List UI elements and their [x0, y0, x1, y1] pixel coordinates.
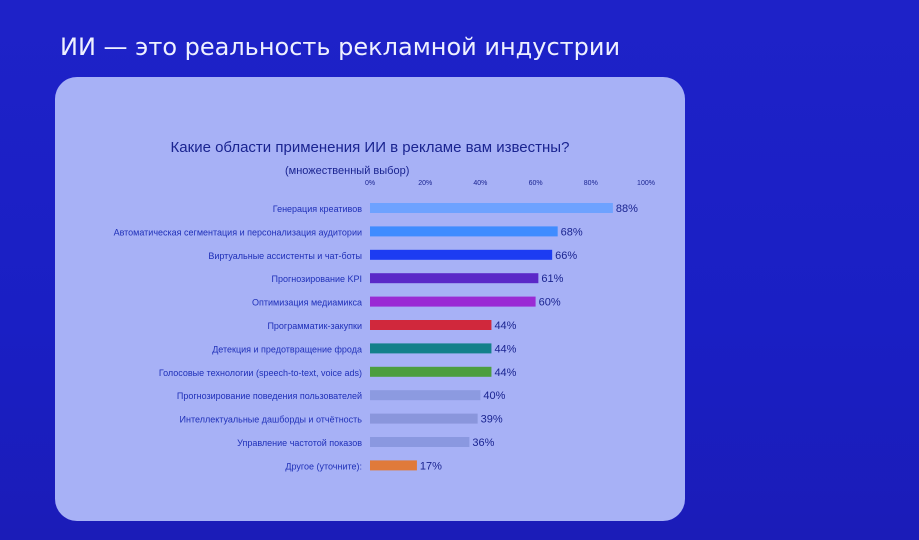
tick-label: 20%: [418, 180, 432, 187]
category-label: Другое (уточните):: [285, 461, 362, 471]
category-label: Интеллектуальные дашборды и отчётность: [180, 415, 363, 425]
data-label: 40%: [483, 390, 505, 402]
category-label: Автоматическая сегментация и персонализа…: [114, 227, 362, 237]
chart-title: Какие области применения ИИ в рекламе ва…: [170, 139, 570, 156]
bar: [370, 437, 470, 447]
data-label: 60%: [539, 297, 561, 309]
data-label: 17%: [420, 460, 442, 472]
tick-label: 80%: [584, 180, 598, 187]
data-label: 68%: [561, 226, 583, 238]
bar: [370, 320, 492, 330]
data-label: 61%: [541, 273, 563, 285]
data-label: 39%: [481, 414, 503, 426]
bar: [370, 203, 613, 213]
bar: [370, 296, 536, 307]
tick-label: 100%: [637, 180, 655, 187]
bar: [370, 390, 481, 401]
category-label: Управление частотой показов: [237, 438, 362, 448]
tick-label: 60%: [529, 180, 543, 187]
category-label: Детекция и предотвращение фрода: [212, 344, 362, 354]
bar: [370, 273, 539, 284]
data-label: 44%: [494, 343, 516, 355]
bar: [370, 413, 478, 424]
slide-title: ИИ — это реальность рекламной индустрии: [60, 33, 621, 61]
bar: [370, 366, 492, 377]
data-label: 88%: [616, 203, 638, 215]
tick-label: 40%: [473, 180, 487, 187]
bar: [370, 249, 553, 260]
bar: [370, 343, 492, 354]
data-label: 44%: [494, 367, 516, 379]
category-label: Прогнозирование поведения пользователей: [177, 391, 362, 401]
data-label: 36%: [472, 437, 494, 449]
chart-card: Какие области применения ИИ в рекламе ва…: [55, 77, 685, 521]
data-label: 44%: [494, 320, 516, 332]
category-label: Прогнозирование KPI: [272, 274, 363, 284]
category-label: Оптимизация медиамикса: [252, 298, 362, 308]
category-label: Генерация креативов: [273, 204, 362, 214]
data-label: 66%: [555, 250, 577, 262]
chart-subtitle: (множественный выбор): [285, 165, 410, 177]
tick-label: 0%: [365, 180, 375, 187]
bar-chart: 0% 20% 40% 60% 80% 100% Генерация креативов 88%…: [114, 180, 655, 472]
category-label: Виртуальные ассистенты и чат-боты: [208, 251, 362, 261]
bar: [370, 460, 417, 471]
bar: [370, 226, 558, 237]
category-label: Программатик-закупки: [267, 321, 362, 331]
category-label: Голосовые технологии (speech-to-text, vo…: [159, 368, 362, 378]
